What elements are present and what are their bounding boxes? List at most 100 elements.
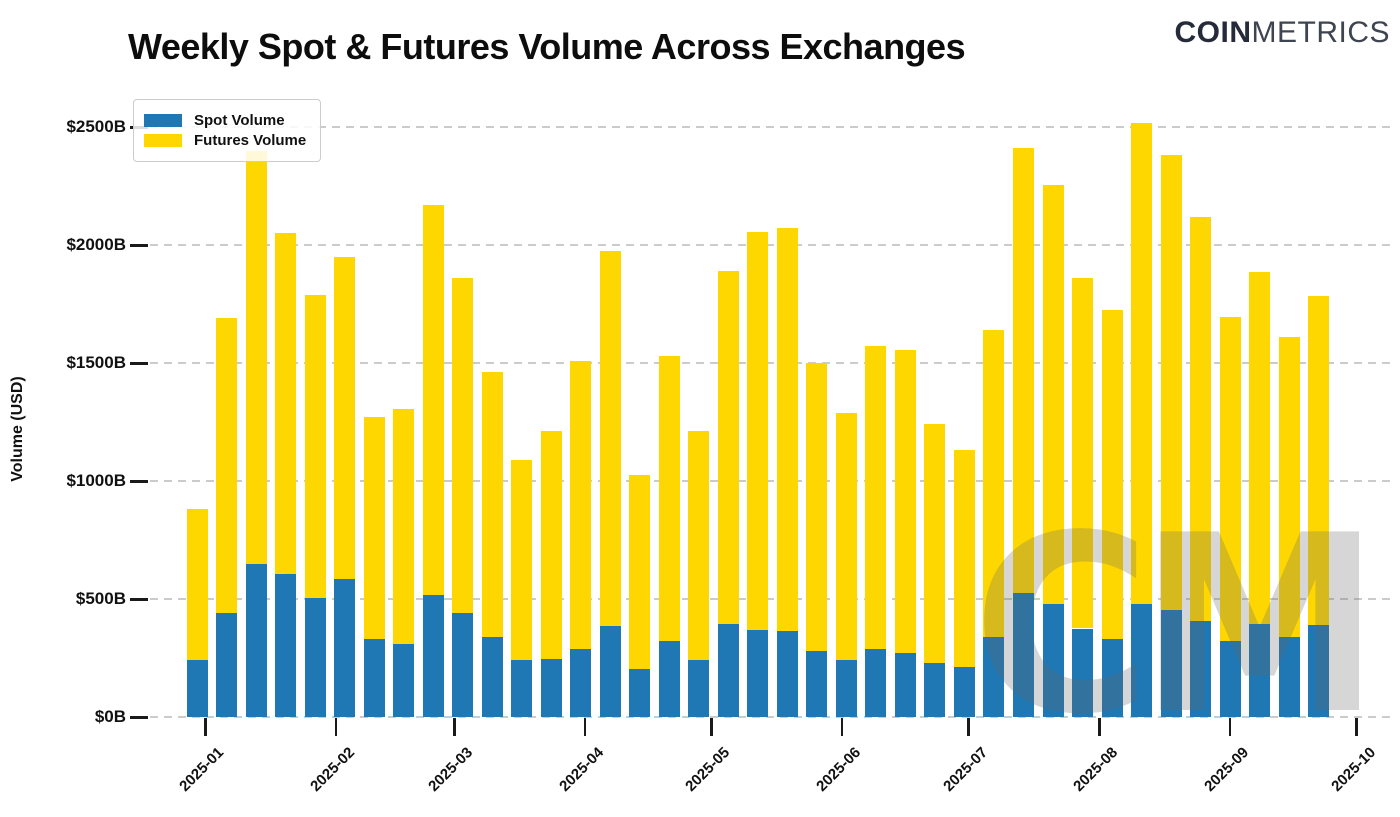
x-tick-label: 2025-01 (176, 744, 228, 795)
spot-bar-segment (1012, 593, 1034, 717)
x-tick-label: 2025-02 (307, 744, 359, 795)
y-tick-label: $2500B (66, 117, 126, 136)
futures-bar-segment (511, 459, 533, 661)
spot-bar-segment (334, 578, 356, 717)
x-tick-mark (1098, 718, 1101, 736)
x-tick-mark (967, 718, 970, 736)
gridline-$500B (150, 598, 1392, 600)
spot-bar-segment (1249, 623, 1271, 717)
spot-bar-segment (894, 653, 916, 717)
spot-bar-segment (452, 613, 474, 717)
legend-item-spot: Spot Volume (144, 112, 306, 129)
futures-bar-segment (599, 250, 621, 627)
futures-bar-segment (894, 350, 916, 654)
y-tick-mark (130, 361, 148, 365)
spot-bar-segment (275, 574, 297, 717)
spot-bar-segment (1219, 641, 1241, 717)
legend-label-spot: Spot Volume (194, 112, 285, 129)
spot-bar-segment (540, 659, 562, 717)
spot-bar-segment (776, 630, 798, 717)
spot-bar-segment (1101, 639, 1123, 717)
spot-bar-segment (363, 639, 385, 717)
spot-bar-segment (953, 667, 975, 717)
spot-bar-segment (511, 660, 533, 717)
futures-bar-segment (245, 150, 267, 564)
spot-bar-segment (865, 648, 887, 717)
gridline-$0B (150, 716, 1392, 718)
futures-bar-segment (1101, 309, 1123, 640)
futures-bar-segment (1249, 272, 1271, 624)
futures-bar-segment (334, 256, 356, 579)
futures-bar-segment (924, 424, 946, 663)
spot-volume-swatch (144, 114, 182, 127)
futures-bar-segment (806, 363, 828, 651)
x-tick-mark (204, 718, 207, 736)
coinmetrics-logo: COINMETRICS (1175, 16, 1391, 50)
x-tick-label: 2025-05 (682, 744, 734, 795)
chart-title: Weekly Spot & Futures Volume Across Exch… (128, 26, 966, 67)
spot-bar-segment (1131, 603, 1153, 717)
futures-bar-segment (688, 431, 710, 661)
y-tick-label: $2000B (66, 235, 126, 254)
gridline-$2500B (150, 126, 1392, 128)
gridline-$1000B (150, 480, 1392, 482)
futures-bar-segment (983, 329, 1005, 637)
x-tick-mark (1355, 718, 1358, 736)
logo-metrics-text: METRICS (1251, 16, 1390, 49)
gridline-$2000B (150, 244, 1392, 246)
futures-bar-segment (953, 450, 975, 668)
x-tick-mark (840, 718, 844, 736)
y-tick-mark (130, 597, 148, 601)
futures-bar-segment (304, 294, 326, 598)
spot-bar-segment (1072, 628, 1094, 717)
futures-bar-segment (186, 509, 208, 661)
x-tick-label: 2025-03 (425, 744, 477, 795)
spot-bar-segment (599, 626, 621, 717)
futures-bar-segment (216, 318, 238, 614)
x-tick-label: 2025-10 (1327, 744, 1379, 795)
futures-bar-segment (865, 346, 887, 649)
spot-bar-segment (570, 648, 592, 717)
x-tick-mark (583, 718, 587, 736)
y-tick-label: $500B (75, 589, 126, 608)
spot-bar-segment (245, 563, 267, 717)
spot-bar-segment (1160, 609, 1182, 717)
futures-bar-segment (1190, 216, 1212, 622)
spot-bar-segment (1278, 636, 1300, 717)
y-tick-mark (130, 715, 148, 719)
y-tick-mark (130, 243, 148, 247)
spot-bar-segment (983, 636, 1005, 717)
futures-bar-segment (1072, 278, 1094, 629)
futures-bar-segment (658, 355, 680, 642)
spot-bar-segment (422, 595, 444, 717)
spot-bar-segment (806, 650, 828, 717)
futures-bar-segment (835, 412, 857, 661)
futures-bar-segment (570, 360, 592, 649)
futures-bar-segment (393, 409, 415, 644)
y-tick-label: $1500B (66, 353, 126, 372)
spot-bar-segment (688, 660, 710, 717)
spot-bar-segment (186, 660, 208, 717)
y-tick-label: $0B (94, 707, 126, 726)
futures-bar-segment (422, 204, 444, 596)
futures-volume-swatch (144, 134, 182, 147)
y-tick-mark (130, 479, 148, 483)
legend-item-futures: Futures Volume (144, 132, 306, 149)
futures-bar-segment (1042, 184, 1064, 604)
futures-bar-segment (717, 270, 739, 624)
spot-bar-segment (393, 643, 415, 717)
gridline-$1500B (150, 362, 1392, 364)
futures-bar-segment (1131, 123, 1153, 604)
logo-coin-text: COIN (1174, 16, 1252, 49)
futures-bar-segment (1308, 295, 1330, 625)
x-tick-label: 2025-08 (1070, 744, 1122, 795)
spot-bar-segment (629, 668, 651, 717)
futures-bar-segment (629, 475, 651, 669)
futures-bar-segment (363, 417, 385, 640)
y-tick-label: $1000B (66, 471, 126, 490)
spot-bar-segment (717, 623, 739, 717)
futures-bar-segment (275, 233, 297, 575)
futures-bar-segment (1012, 148, 1034, 594)
futures-bar-segment (776, 228, 798, 631)
